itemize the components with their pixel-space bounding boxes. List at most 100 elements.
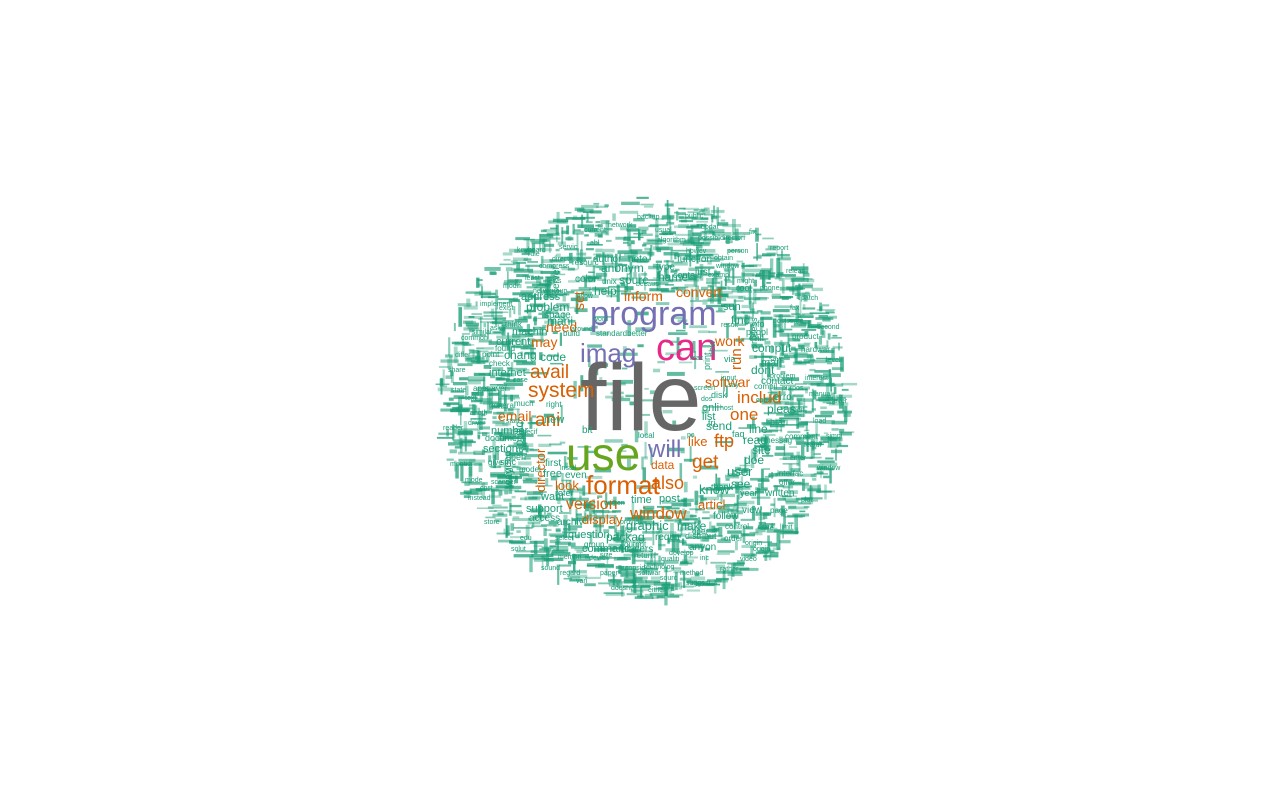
word-network: network [608, 222, 633, 229]
word-display: display [582, 512, 623, 527]
word-howev: howev [686, 248, 707, 255]
word-problem: problem [526, 300, 569, 314]
word-format: format [586, 470, 660, 500]
word-better: better [627, 329, 648, 338]
word-reader: reader [443, 425, 464, 432]
word-news: news [545, 278, 562, 285]
word-algorithm: algorithm [657, 237, 686, 244]
word-window: window [816, 465, 841, 472]
word-consid: consid [625, 565, 645, 572]
word-standard: standard [596, 329, 627, 338]
word-simpl: simpl [826, 433, 843, 440]
word-make: make [677, 519, 707, 533]
word-screen: screen [694, 385, 715, 392]
word-note: note [628, 254, 648, 265]
word-oper: oper [692, 527, 708, 536]
word-want: want [540, 491, 564, 503]
word-updat: updat [701, 224, 719, 231]
word-thank: thank [711, 482, 734, 492]
word-written: written [603, 500, 625, 507]
word-qualiti: qualiti [661, 556, 680, 563]
word-host: host [720, 405, 733, 412]
word-load: load [813, 418, 826, 425]
word-first: first [545, 458, 561, 469]
word-anonym: anonym [601, 261, 644, 275]
word-differ: differ [455, 352, 471, 359]
word-devic: devic [589, 555, 606, 562]
word-view: view [742, 505, 763, 516]
word-check: check [489, 359, 511, 368]
word-output: output [624, 540, 647, 549]
word-program: program [590, 295, 717, 333]
word-offer: offer [779, 478, 795, 487]
word-print: print [702, 352, 712, 370]
word-softwar: softwar [638, 570, 661, 577]
word-sourc: sourc [619, 273, 648, 287]
word-set: set [571, 291, 587, 310]
word-current: current [584, 227, 606, 234]
word-purpos: purpos [782, 385, 804, 392]
word-written: written [764, 488, 794, 499]
word-rule: rule [528, 251, 540, 258]
word-requir: requir [655, 532, 681, 543]
word-sever: sever [830, 398, 848, 405]
word-sound: sound [541, 565, 560, 572]
word-local: local [638, 431, 655, 440]
word-date: date [760, 525, 774, 532]
word-video: video [740, 556, 757, 563]
word-anyon: anyon [689, 542, 716, 553]
word-space: space [544, 310, 571, 321]
word-code: code [540, 350, 566, 364]
word-bit: bit [582, 425, 593, 436]
word-input: input [721, 375, 736, 382]
word-regard: regard [560, 570, 580, 577]
word-origin: origin [745, 540, 762, 547]
word-mail: mail [761, 357, 781, 369]
word-read: read [743, 433, 767, 447]
word-sourc: sourc [660, 575, 678, 582]
word-ask: ask [490, 325, 501, 332]
word-backup: backup [637, 214, 660, 221]
word-select: select [555, 535, 573, 542]
word-color: color [575, 274, 597, 285]
word-doesnt: doesnt [611, 585, 632, 592]
word-rather: rather [720, 566, 739, 573]
word-faq: faq [732, 429, 745, 439]
word-scanner: scanner [491, 479, 517, 486]
word-tool: tool [737, 283, 752, 293]
word-see: see [731, 477, 751, 491]
word-paper: paper [600, 570, 619, 577]
word-think: think [505, 320, 523, 329]
word-number: number [491, 425, 529, 437]
word-window: window [629, 504, 687, 523]
word-softwar: softwar [705, 374, 750, 390]
word-machin: machin [512, 326, 547, 338]
word-public: public [685, 213, 704, 220]
word-driver: driver [468, 420, 486, 427]
word-error: error [774, 392, 796, 403]
word-sun: sun [723, 301, 741, 313]
word-get: get [692, 452, 719, 473]
word-follow: follow [713, 511, 739, 522]
word-contain: contain [673, 270, 702, 280]
word-disk: disk [711, 390, 728, 400]
word-develop: develop [669, 550, 694, 557]
word-solut: solut [511, 546, 526, 553]
word-right: right [546, 400, 562, 409]
word-start: start [506, 418, 520, 425]
word-includ: includ [737, 388, 781, 407]
word-much: much [514, 399, 534, 408]
word-window: window [715, 263, 740, 270]
word-chang: chang [504, 348, 537, 362]
word-ani: ani [535, 410, 560, 431]
word-fax: fax [790, 305, 800, 312]
word-size: size [600, 552, 613, 559]
word-patch: patch [801, 295, 818, 302]
word-mention: mention [450, 461, 475, 468]
word-give: give [488, 458, 503, 467]
word-graphic: graphic [626, 518, 669, 533]
word-vari: vari [576, 578, 588, 585]
word-section: section [483, 443, 518, 455]
word-instead: instead [468, 495, 491, 502]
